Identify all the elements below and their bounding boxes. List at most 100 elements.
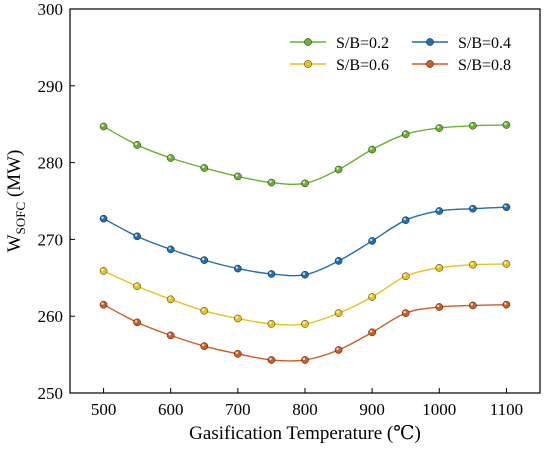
data-point: [200, 342, 209, 350]
data-point-highlight: [269, 321, 272, 325]
axis-ticks: 500 600 700 800 900 1000 1100 250 260 270 280 290 30…: [38, 0, 524, 419]
data-point: [133, 282, 141, 291]
legend: S/B=0.2 S/B=0.4 S/B=0.6 S/B=0.8: [290, 35, 511, 74]
data-point: [401, 272, 410, 281]
data-point: [469, 121, 477, 130]
data-point-highlight: [470, 303, 474, 306]
data-point: [301, 320, 309, 328]
y-tick-label: 290: [38, 77, 64, 96]
data-point: [133, 141, 141, 149]
data-point-highlight: [235, 174, 239, 177]
data-point: [200, 164, 209, 172]
data-point-highlight: [504, 261, 507, 265]
legend-label: S/B=0.4: [458, 35, 511, 52]
data-point: [267, 320, 276, 328]
data-point: [469, 260, 477, 269]
data-point-highlight: [369, 294, 373, 298]
data-point-highlight: [403, 218, 406, 221]
x-tick-label: 900: [359, 400, 385, 419]
data-point: [502, 121, 511, 129]
data-point-highlight: [101, 216, 104, 219]
data-point: [435, 207, 444, 215]
x-tick-label: 800: [292, 400, 318, 419]
data-point: [334, 165, 343, 174]
data-point-highlight: [302, 357, 306, 361]
data-point-highlight: [235, 266, 239, 269]
data-point: [166, 245, 175, 254]
data-point-highlight: [369, 238, 373, 242]
data-point: [301, 179, 309, 188]
legend-label: S/B=0.2: [336, 35, 389, 52]
data-point-highlight: [134, 284, 138, 287]
y-tick-label: 280: [38, 154, 64, 173]
data-point: [334, 309, 343, 317]
data-point: [368, 293, 376, 301]
data-point: [99, 300, 108, 309]
y-tick-label: 300: [38, 0, 64, 19]
data-point-highlight: [168, 247, 171, 250]
data-point: [267, 356, 276, 364]
data-point-highlight: [437, 125, 440, 129]
x-axis-title: Gasification Temperature (℃): [189, 423, 421, 444]
data-point: [234, 264, 242, 273]
series-line: [103, 303, 507, 362]
data-point-highlight: [269, 271, 272, 275]
data-point-highlight: [134, 234, 138, 237]
y-tick-label: 270: [38, 230, 64, 249]
data-point: [401, 130, 410, 138]
data-point-highlight: [336, 258, 339, 262]
y-axis-title: WSOFC (MW): [4, 150, 28, 253]
data-point: [401, 309, 410, 317]
data-point-highlight: [235, 351, 239, 355]
data-point-highlight: [403, 274, 406, 277]
data-point-highlight: [168, 297, 171, 300]
data-point-highlight: [101, 124, 104, 127]
series-line: [103, 206, 507, 277]
data-point-highlight: [235, 316, 239, 319]
data-point-highlight: [269, 357, 272, 361]
legend-swatch-marker: [426, 60, 434, 68]
data-point-highlight: [101, 268, 104, 272]
data-point-highlight: [437, 208, 440, 212]
data-point: [368, 145, 376, 154]
data-point: [99, 267, 108, 275]
data-point-highlight: [302, 321, 306, 325]
data-point-highlight: [504, 122, 507, 126]
legend-swatch-marker: [426, 38, 434, 46]
x-tick-label: 600: [158, 400, 184, 419]
data-point: [200, 256, 209, 264]
data-point-highlight: [437, 265, 440, 269]
data-point-highlight: [302, 272, 306, 275]
data-point-highlight: [369, 147, 373, 150]
data-point-highlight: [369, 330, 373, 333]
data-point-highlight: [302, 181, 306, 184]
legend-swatch-marker: [304, 60, 312, 68]
data-point-highlight: [101, 302, 104, 305]
data-point: [334, 257, 343, 265]
data-point-highlight: [168, 155, 171, 159]
data-point: [469, 301, 477, 310]
data-point: [502, 300, 511, 309]
data-point-highlight: [470, 262, 474, 265]
data-point: [435, 303, 444, 311]
data-point-highlight: [202, 308, 205, 312]
data-point-highlight: [470, 206, 474, 209]
data-point: [368, 237, 376, 245]
x-tick-label: 1000: [422, 400, 456, 419]
data-point: [234, 314, 242, 323]
data-point: [166, 331, 175, 340]
data-point-highlight: [202, 257, 205, 261]
data-point: [435, 264, 444, 272]
data-point-highlight: [168, 333, 171, 336]
data-point-highlight: [403, 310, 406, 314]
data-point: [200, 307, 209, 315]
data-point: [166, 295, 175, 304]
data-point-highlight: [269, 180, 272, 183]
data-point-highlight: [134, 142, 138, 146]
legend-label: S/B=0.6: [336, 57, 389, 74]
data-point-highlight: [437, 304, 440, 308]
data-point-highlight: [403, 131, 406, 135]
y-axis-title-unit: (MW): [4, 150, 25, 202]
